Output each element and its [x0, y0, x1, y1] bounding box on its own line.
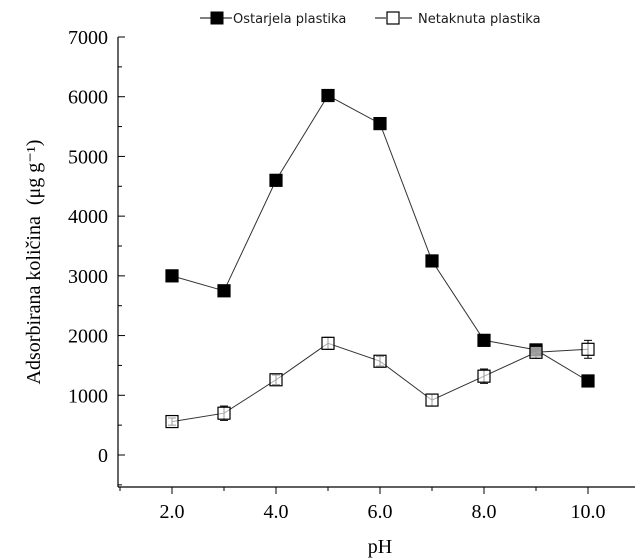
data-point	[217, 284, 231, 298]
y-tick-label: 4000	[68, 206, 108, 228]
data-point	[581, 374, 595, 388]
series-line	[171, 94, 589, 382]
y-ticks: 0 1000 2000 3000 4000 5000 6000 7000	[68, 27, 125, 486]
y-tick-label: 3000	[68, 266, 108, 288]
data-point	[373, 354, 387, 368]
data-point	[529, 345, 543, 359]
y-tick-label: 7000	[68, 27, 108, 49]
x-tick-label: 2.0	[160, 501, 185, 523]
data-point	[477, 333, 491, 347]
x-ticks: 2.0 4.0 6.0 8.0 10.0	[119, 487, 606, 523]
data-point	[165, 269, 179, 283]
data-point	[165, 414, 179, 429]
y-axis-label-unit: (μg g⁻¹)	[23, 140, 45, 206]
series-pristine	[165, 336, 595, 429]
y-tick-label: 0	[98, 445, 108, 467]
legend-label-pristine: Netaknuta plastika	[418, 12, 541, 27]
data-point	[581, 342, 595, 356]
data-point	[477, 369, 491, 383]
y-tick-label: 2000	[68, 326, 108, 348]
data-point	[217, 406, 231, 420]
x-tick-label: 6.0	[368, 501, 393, 523]
data-point	[321, 336, 335, 350]
x-tick-label: 10.0	[571, 501, 606, 523]
y-axis-label: Adsorbirana količina (μg g⁻¹)	[23, 140, 45, 385]
data-point	[269, 173, 283, 187]
data-point	[425, 254, 439, 268]
series-aged	[165, 88, 595, 388]
legend-marker-aged	[210, 11, 224, 25]
y-tick-label: 5000	[68, 146, 108, 168]
legend-label-aged: Ostarjela plastika	[233, 12, 346, 27]
series-layer	[165, 88, 595, 429]
data-point	[269, 373, 283, 387]
y-tick-label: 6000	[68, 87, 108, 109]
legend: Ostarjela plastika Netaknuta plastika	[200, 11, 541, 27]
y-axis-label-main: Adsorbirana količina	[23, 216, 45, 384]
x-tick-label: 4.0	[264, 501, 289, 523]
data-point	[425, 393, 439, 407]
y-tick-label: 1000	[68, 385, 108, 407]
x-axis-label: pH	[368, 536, 392, 558]
data-point	[321, 88, 335, 103]
data-point	[373, 116, 387, 131]
legend-marker-pristine	[386, 11, 400, 25]
x-tick-label: 8.0	[472, 501, 497, 523]
svg-text:Adsorbirana količina (μg: Adsorbirana količina (μg g⁻¹)	[23, 140, 45, 385]
